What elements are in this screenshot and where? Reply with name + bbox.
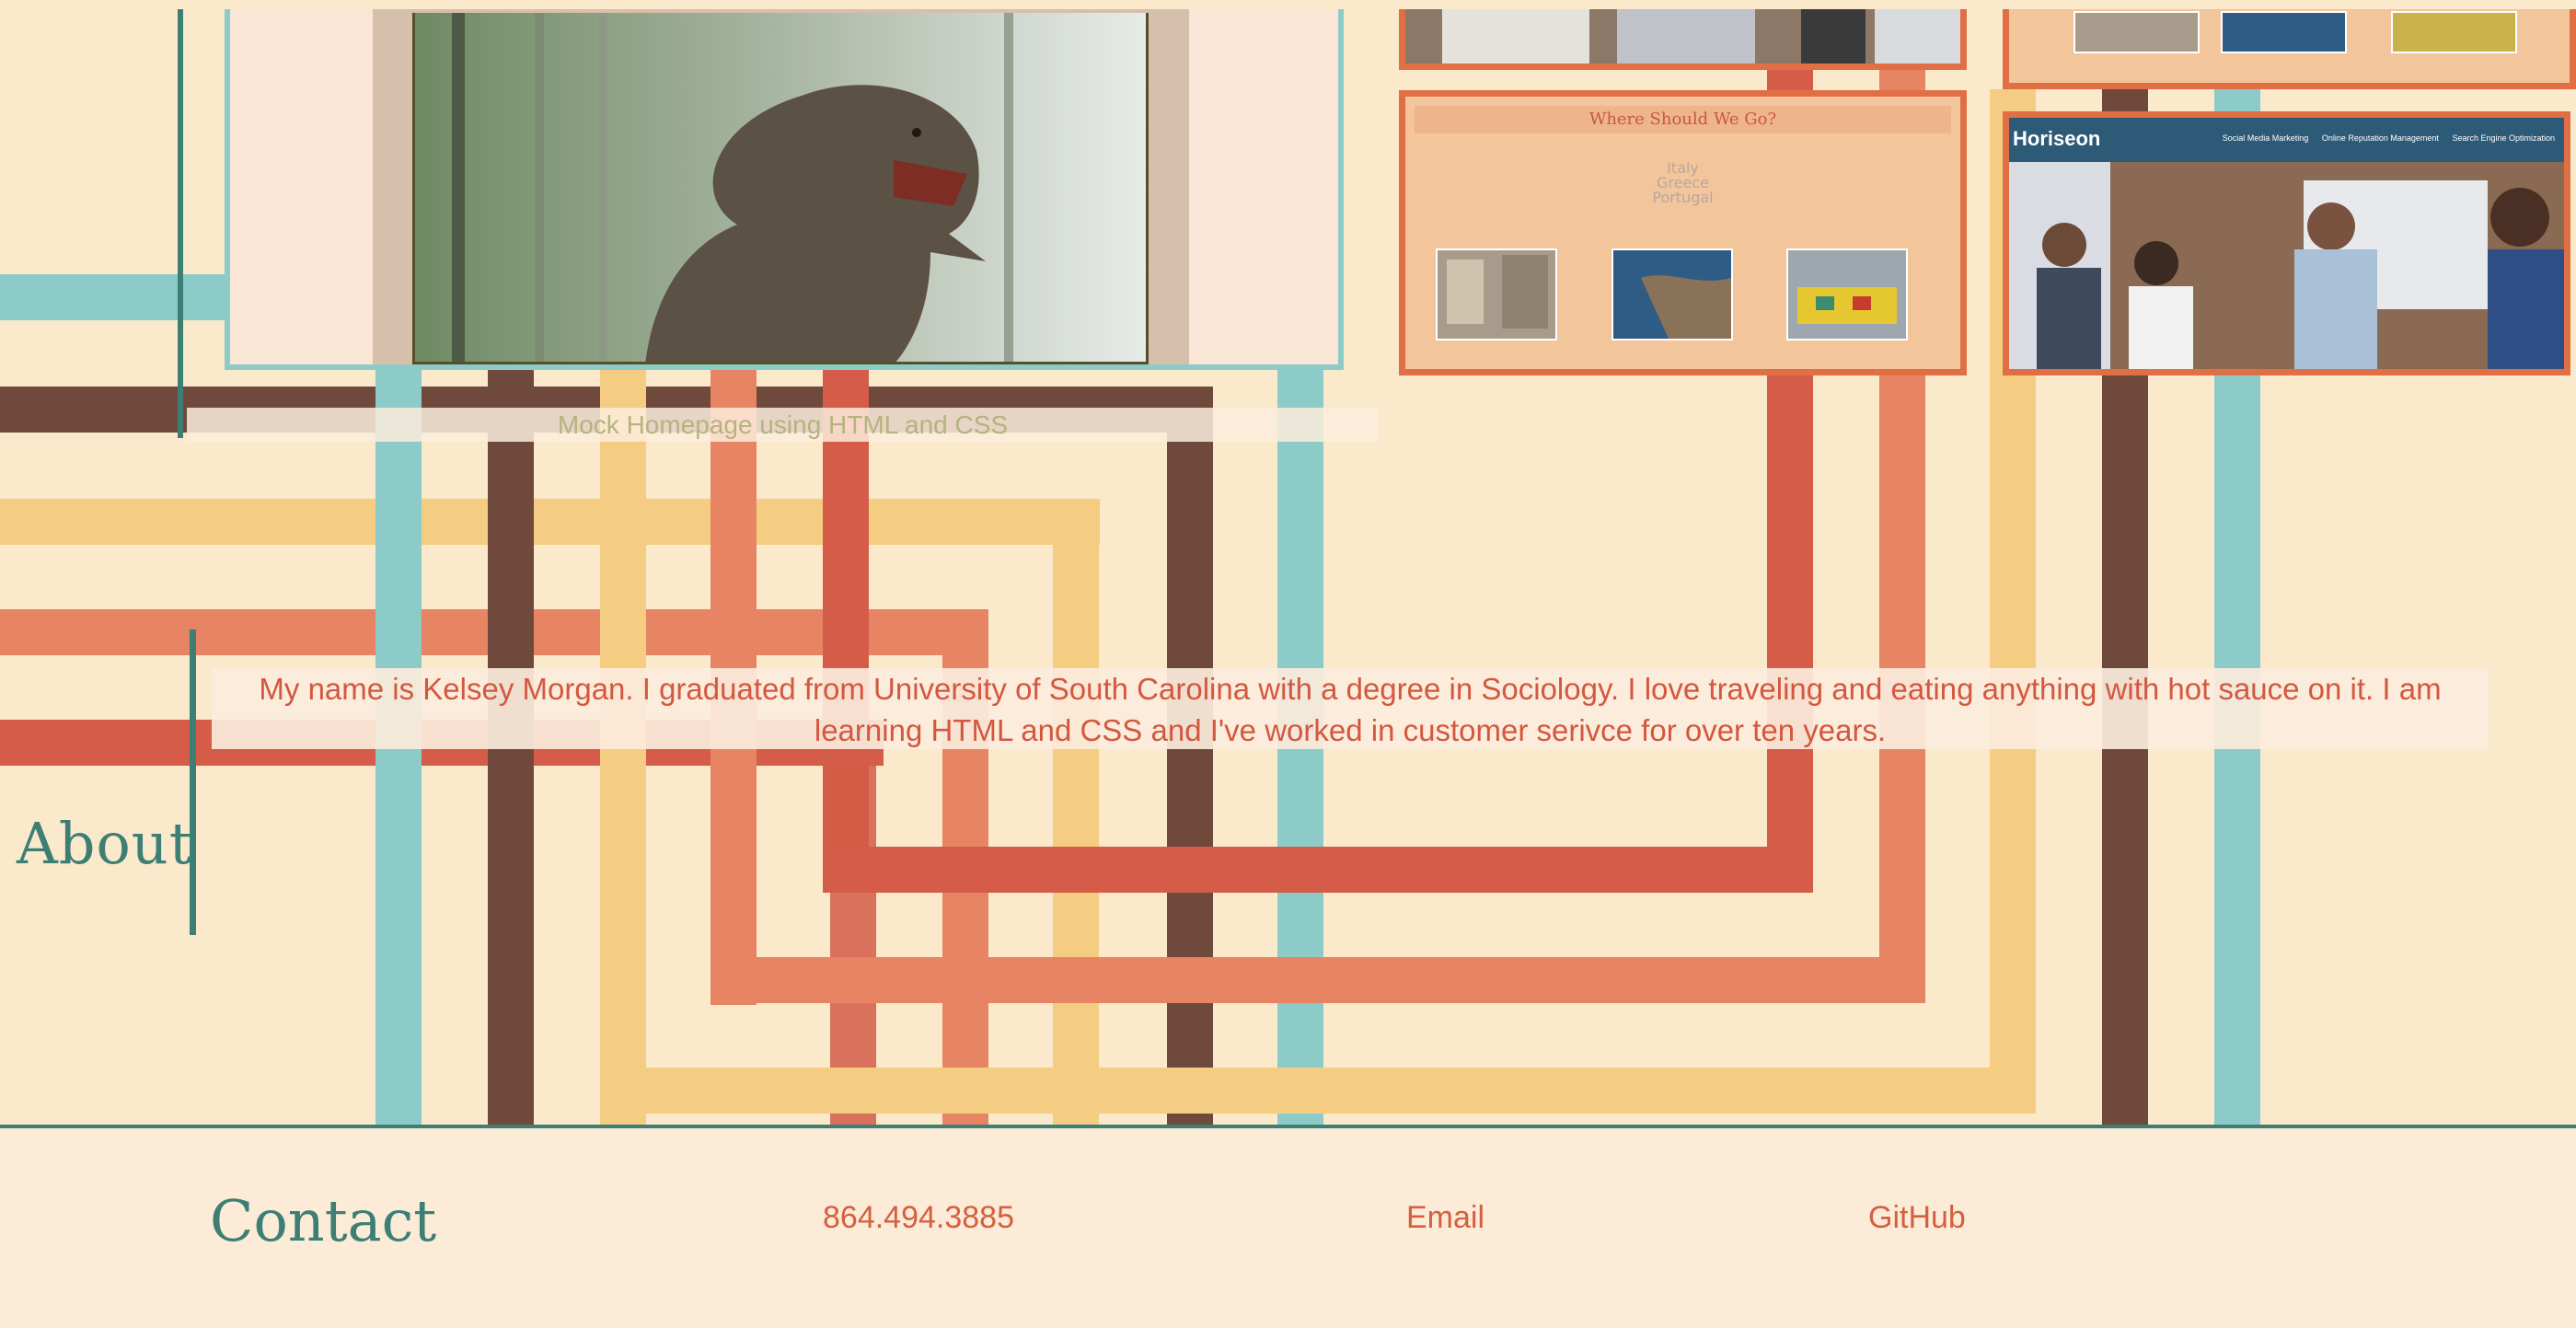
contact-footer: Contact 864.494.3885 Email GitHub	[0, 1125, 2576, 1328]
horiseon-logo: Horiseon	[2013, 127, 2101, 150]
about-heading: About	[17, 810, 193, 877]
project-card-dinosaur[interactable]	[225, 9, 1344, 370]
travel-heading: Where Should We Go?	[1415, 106, 1951, 133]
destination-italy: Italy	[1667, 159, 1699, 177]
dinosaur-image	[412, 13, 1149, 364]
destination-greece: Greece	[1657, 174, 1709, 191]
nav-seo: Search Engine Optimization	[2452, 133, 2555, 143]
about-bio: My name is Kelsey Morgan. I graduated fr…	[212, 668, 2489, 749]
project-card-travel-thumbnails[interactable]	[2003, 9, 2576, 89]
destination-portugal: Portugal	[1652, 189, 1714, 206]
project-card-team-photo[interactable]	[1399, 9, 1967, 70]
github-link[interactable]: GitHub	[1868, 1200, 1966, 1235]
destination-list: Italy Greece Portugal	[1405, 161, 1960, 205]
portugal-thumbnail-small	[2391, 11, 2517, 53]
horiseon-hero-image	[2009, 162, 2564, 369]
email-link[interactable]: Email	[1406, 1200, 1485, 1235]
project-caption: Mock Homepage using HTML and CSS	[187, 408, 1379, 442]
greece-thumbnail	[1611, 248, 1733, 341]
horiseon-nav-links: Social Media Marketing Online Reputation…	[2212, 133, 2555, 143]
horiseon-nav: Horiseon Social Media Marketing Online R…	[2009, 118, 2564, 162]
italy-thumbnail	[1436, 248, 1557, 341]
portugal-thumbnail	[1786, 248, 1908, 341]
phone-link[interactable]: 864.494.3885	[823, 1200, 1014, 1235]
italy-thumbnail-small	[2074, 11, 2200, 53]
nav-social-media: Social Media Marketing	[2222, 133, 2309, 143]
greece-thumbnail-small	[2221, 11, 2347, 53]
project-card-travel[interactable]: Where Should We Go? Italy Greece Portuga…	[1399, 90, 1967, 375]
nav-reputation: Online Reputation Management	[2321, 133, 2439, 143]
team-photo-image	[1405, 9, 1960, 64]
contact-heading: Contact	[210, 1187, 437, 1254]
project-card-horiseon[interactable]: Horiseon Social Media Marketing Online R…	[2003, 111, 2570, 375]
